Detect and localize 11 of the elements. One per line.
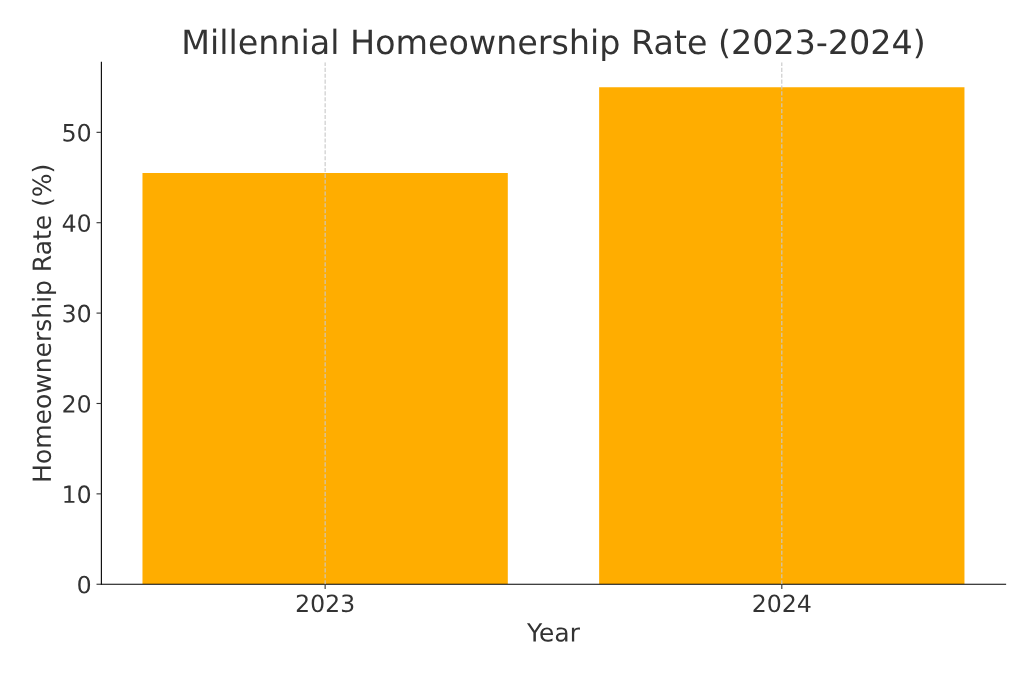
x-tick-label: 2023 — [296, 594, 354, 613]
x-tick-label: 2024 — [753, 594, 811, 613]
y-tick-label: 20 — [63, 394, 91, 413]
y-tick-label: 10 — [64, 485, 91, 504]
y-tick-label: 40 — [62, 214, 91, 233]
x-axis-title: Year — [526, 623, 580, 642]
y-axis-title: Homeownership Rate (%) — [31, 165, 57, 481]
chart-title: Millennial Homeownership Rate (2023-2024) — [184, 28, 923, 61]
y-tick-label: 0 — [78, 575, 91, 594]
y-tick-label: 30 — [63, 304, 91, 323]
y-tick-label: 50 — [63, 123, 91, 142]
